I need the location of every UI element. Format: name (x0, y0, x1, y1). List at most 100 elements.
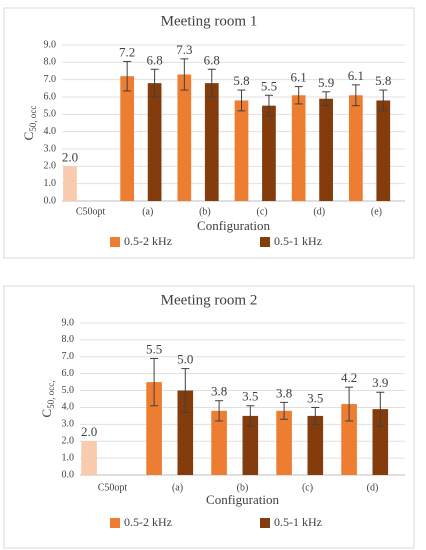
bar (291, 95, 306, 201)
x-tick-label: (e) (371, 206, 382, 217)
value-label: 3.5 (242, 389, 258, 404)
value-label: 2.0 (62, 149, 78, 164)
y-tick-label: 3.0 (44, 143, 57, 154)
value-label: 3.9 (372, 375, 388, 390)
y-tick-label: 6.0 (44, 91, 57, 102)
error-bar (237, 89, 246, 112)
y-tick-label: 0.0 (44, 195, 57, 206)
x-tick-label: (a) (172, 482, 183, 493)
chart-frame (3, 285, 415, 549)
x-tick-label: (c) (257, 206, 268, 217)
y-tick-label: 2.0 (44, 161, 57, 172)
y-tick-label: 2.0 (62, 436, 75, 447)
error-bar (376, 391, 385, 427)
value-label: 5.5 (146, 341, 162, 356)
value-label: 4.2 (341, 370, 357, 385)
bar (376, 100, 391, 201)
legend-swatch (260, 518, 270, 528)
x-axis-label: Configuration (197, 218, 270, 233)
legend-label: 0.5-1 kHz (274, 515, 322, 529)
error-bar (280, 401, 289, 420)
value-label: 5.8 (375, 73, 391, 88)
x-tick-label: (d) (367, 482, 379, 493)
bar (81, 441, 97, 475)
chart-frame (3, 7, 415, 259)
bar (177, 390, 194, 475)
value-label: 7.2 (119, 44, 135, 59)
bar (307, 415, 324, 475)
y-tick-label: 1.0 (62, 452, 75, 463)
error-bar (311, 406, 320, 425)
legend-label: 0.5-2 kHz (124, 515, 172, 529)
legend-label: 0.5-2 kHz (124, 234, 172, 248)
y-tick-label: 0.0 (62, 469, 75, 480)
error-bar (150, 357, 159, 407)
value-label: 6.8 (146, 52, 162, 67)
value-label: 2.0 (81, 424, 97, 439)
bar (204, 83, 219, 201)
x-axis-label: Configuration (206, 492, 279, 507)
x-tick-label: (b) (199, 206, 211, 217)
error-bar (215, 400, 224, 422)
legend-label: 0.5-1 kHz (274, 234, 322, 248)
y-tick-label: 9.0 (62, 317, 75, 328)
bar (319, 98, 333, 201)
value-label: 3.5 (307, 390, 323, 405)
chart-title: Meeting room 1 (161, 13, 258, 29)
bar (348, 95, 363, 201)
chart-title: Meeting room 2 (161, 292, 258, 308)
value-label: 5.5 (261, 78, 277, 93)
y-axis-label-sub: 50, occ, (46, 381, 56, 409)
x-tick-label: C50opt (98, 482, 128, 493)
legend-swatch (110, 518, 120, 528)
error-bar (150, 68, 159, 98)
value-label: 5.8 (233, 73, 249, 88)
error-bar (345, 386, 354, 422)
error-bar (207, 68, 216, 98)
value-label: 5.0 (177, 352, 193, 367)
error-bar (294, 86, 303, 105)
error-bar (180, 58, 189, 91)
y-axis-label: C50, occ (21, 106, 38, 141)
value-label: 6.8 (204, 52, 220, 67)
error-bar (351, 84, 360, 107)
value-label: 3.8 (211, 384, 227, 399)
y-axis-label: C50, occ, (39, 381, 56, 418)
bar (234, 100, 249, 201)
error-bar (264, 94, 273, 117)
y-tick-label: 7.0 (62, 351, 75, 362)
chart: Meeting room 2 0.0 1.0 2.0 3.0 4.0 5.0 6.0 7.0 8.… (3, 285, 415, 549)
bar (211, 410, 227, 475)
value-label: 6.1 (291, 70, 307, 85)
x-tick-label: (a) (142, 206, 153, 217)
y-tick-label: 1.0 (44, 178, 57, 189)
y-tick-label: 3.0 (62, 419, 75, 430)
y-tick-label: 7.0 (44, 74, 57, 85)
y-tick-label: 5.0 (62, 385, 75, 396)
error-bar (123, 60, 132, 92)
y-tick-label: 4.0 (44, 126, 57, 137)
y-tick-label: 8.0 (44, 57, 57, 68)
value-label: 6.1 (348, 68, 364, 83)
value-label: 7.3 (176, 42, 192, 57)
x-tick-label: (b) (237, 482, 249, 493)
value-label: 3.8 (276, 385, 292, 400)
bar (147, 83, 162, 201)
chart: Meeting room 1 0.0 1.0 2.0 3.0 4.0 5.0 6.0 7.0 8.… (3, 7, 415, 259)
x-tick-label: (d) (313, 206, 325, 217)
error-bar (181, 368, 190, 414)
x-tick-label: C50opt (76, 206, 106, 217)
y-axis-label-main: C (21, 132, 36, 141)
error-bar (379, 89, 388, 112)
legend-swatch (110, 237, 120, 247)
y-tick-label: 4.0 (62, 402, 75, 413)
y-tick-label: 5.0 (44, 109, 57, 120)
bar (177, 74, 192, 201)
error-bar (246, 405, 255, 427)
bar (341, 404, 357, 475)
bar (276, 410, 292, 475)
y-axis-label-main: C (39, 409, 54, 418)
bar (63, 166, 77, 201)
legend-swatch (260, 237, 270, 247)
